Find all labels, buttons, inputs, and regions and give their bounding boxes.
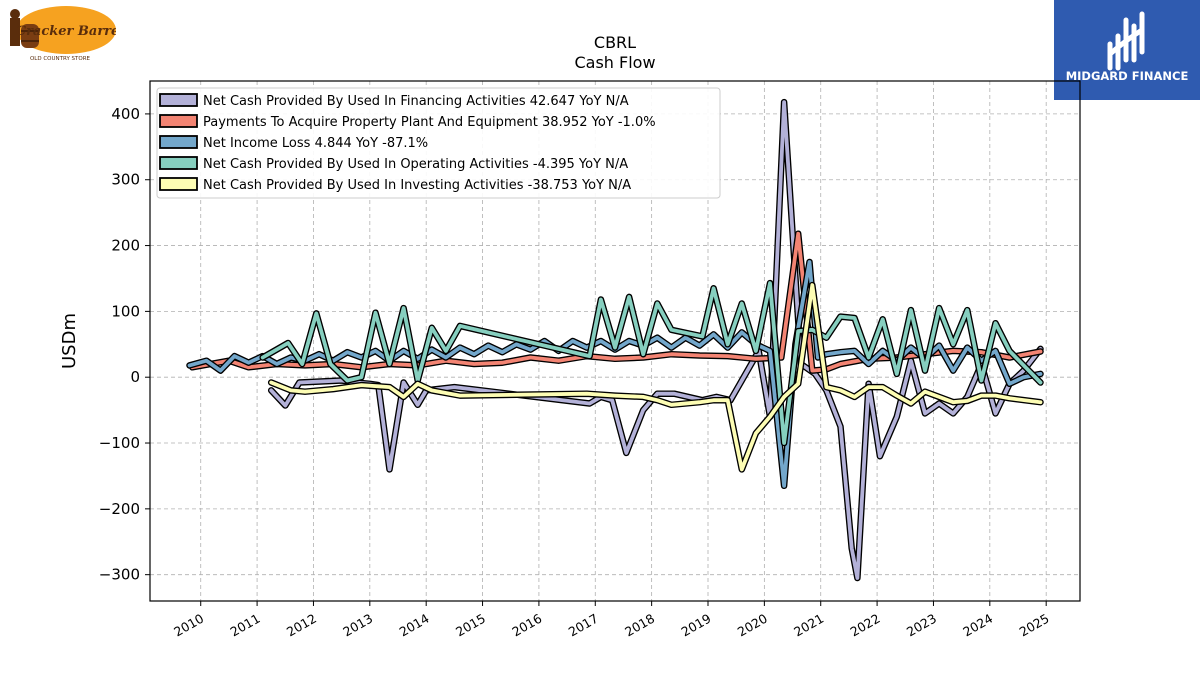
chart-title: CBRL <box>594 33 636 52</box>
series-financing <box>267 98 1044 582</box>
legend-label-investing: Net Cash Provided By Used In Investing A… <box>203 178 631 193</box>
y-tick-label: −200 <box>99 500 140 518</box>
y-tick-label: 200 <box>111 237 140 255</box>
x-tick-label: 2022 <box>848 611 883 640</box>
legend-swatch-net_income <box>159 135 198 149</box>
legend-swatch-investing <box>159 177 198 191</box>
y-tick-label: 300 <box>111 171 140 189</box>
series-investing <box>267 281 1044 473</box>
midgard-finance-logo: MIDGARD FINANCE <box>1054 0 1200 100</box>
legend-label-capex: Payments To Acquire Property Plant And E… <box>203 115 656 130</box>
series-investing-line <box>269 283 1043 472</box>
legend-swatch-operating <box>159 156 198 170</box>
series-operating-line <box>260 281 1043 445</box>
chart-subtitle: Cash Flow <box>574 53 655 72</box>
plot-frame <box>149 80 1081 602</box>
legend-box <box>156 87 721 199</box>
series-layer <box>186 98 1044 582</box>
logo-oval <box>16 6 116 54</box>
y-tick-label: 0 <box>130 368 140 386</box>
cracker-barrel-logo: Cracker Barrel OLD COUNTRY STORE <box>4 4 124 62</box>
x-tick-label: 2015 <box>453 611 488 640</box>
legend: Net Cash Provided By Used In Financing A… <box>156 87 721 199</box>
x-tick-label: 2017 <box>566 611 601 640</box>
x-tick-label: 2014 <box>397 611 432 640</box>
x-tick-label: 2011 <box>228 611 263 640</box>
x-tick-label: 2021 <box>791 611 826 640</box>
legend-swatch-financing <box>159 93 198 107</box>
x-tick-label: 2020 <box>735 611 770 640</box>
series-operating <box>259 279 1044 447</box>
midgard-brand-text: MIDGARD FINANCE <box>1066 69 1189 83</box>
y-tick-label: 100 <box>111 302 140 320</box>
x-tick-label: 2024 <box>960 611 995 640</box>
series-financing-line <box>269 100 1043 580</box>
x-tick-label: 2010 <box>171 611 206 640</box>
x-tick-label: 2025 <box>1017 611 1052 640</box>
y-axis-label: USDm <box>59 313 80 369</box>
x-tick-label: 2016 <box>509 611 544 640</box>
legend-swatch-capex <box>159 114 198 128</box>
y-tick-label: −100 <box>99 434 140 452</box>
x-tick-label: 2019 <box>678 611 713 640</box>
x-tick-label: 2023 <box>904 611 939 640</box>
legend-label-net_income: Net Income Loss 4.844 YoY -87.1% <box>203 136 428 151</box>
x-tick-label: 2012 <box>284 611 319 640</box>
barrel-man-icon <box>10 9 39 48</box>
y-tick-label: −300 <box>99 566 140 584</box>
x-tick-label: 2013 <box>340 611 375 640</box>
logo-brand-text: Cracker Barrel <box>16 24 116 39</box>
midgard-emblem-icon <box>1107 11 1145 71</box>
logo-tagline-text: OLD COUNTRY STORE <box>30 56 91 62</box>
y-tick-label: 400 <box>111 105 140 123</box>
legend-label-operating: Net Cash Provided By Used In Operating A… <box>203 157 628 172</box>
legend-label-financing: Net Cash Provided By Used In Financing A… <box>203 94 629 109</box>
x-tick-label: 2018 <box>622 611 657 640</box>
